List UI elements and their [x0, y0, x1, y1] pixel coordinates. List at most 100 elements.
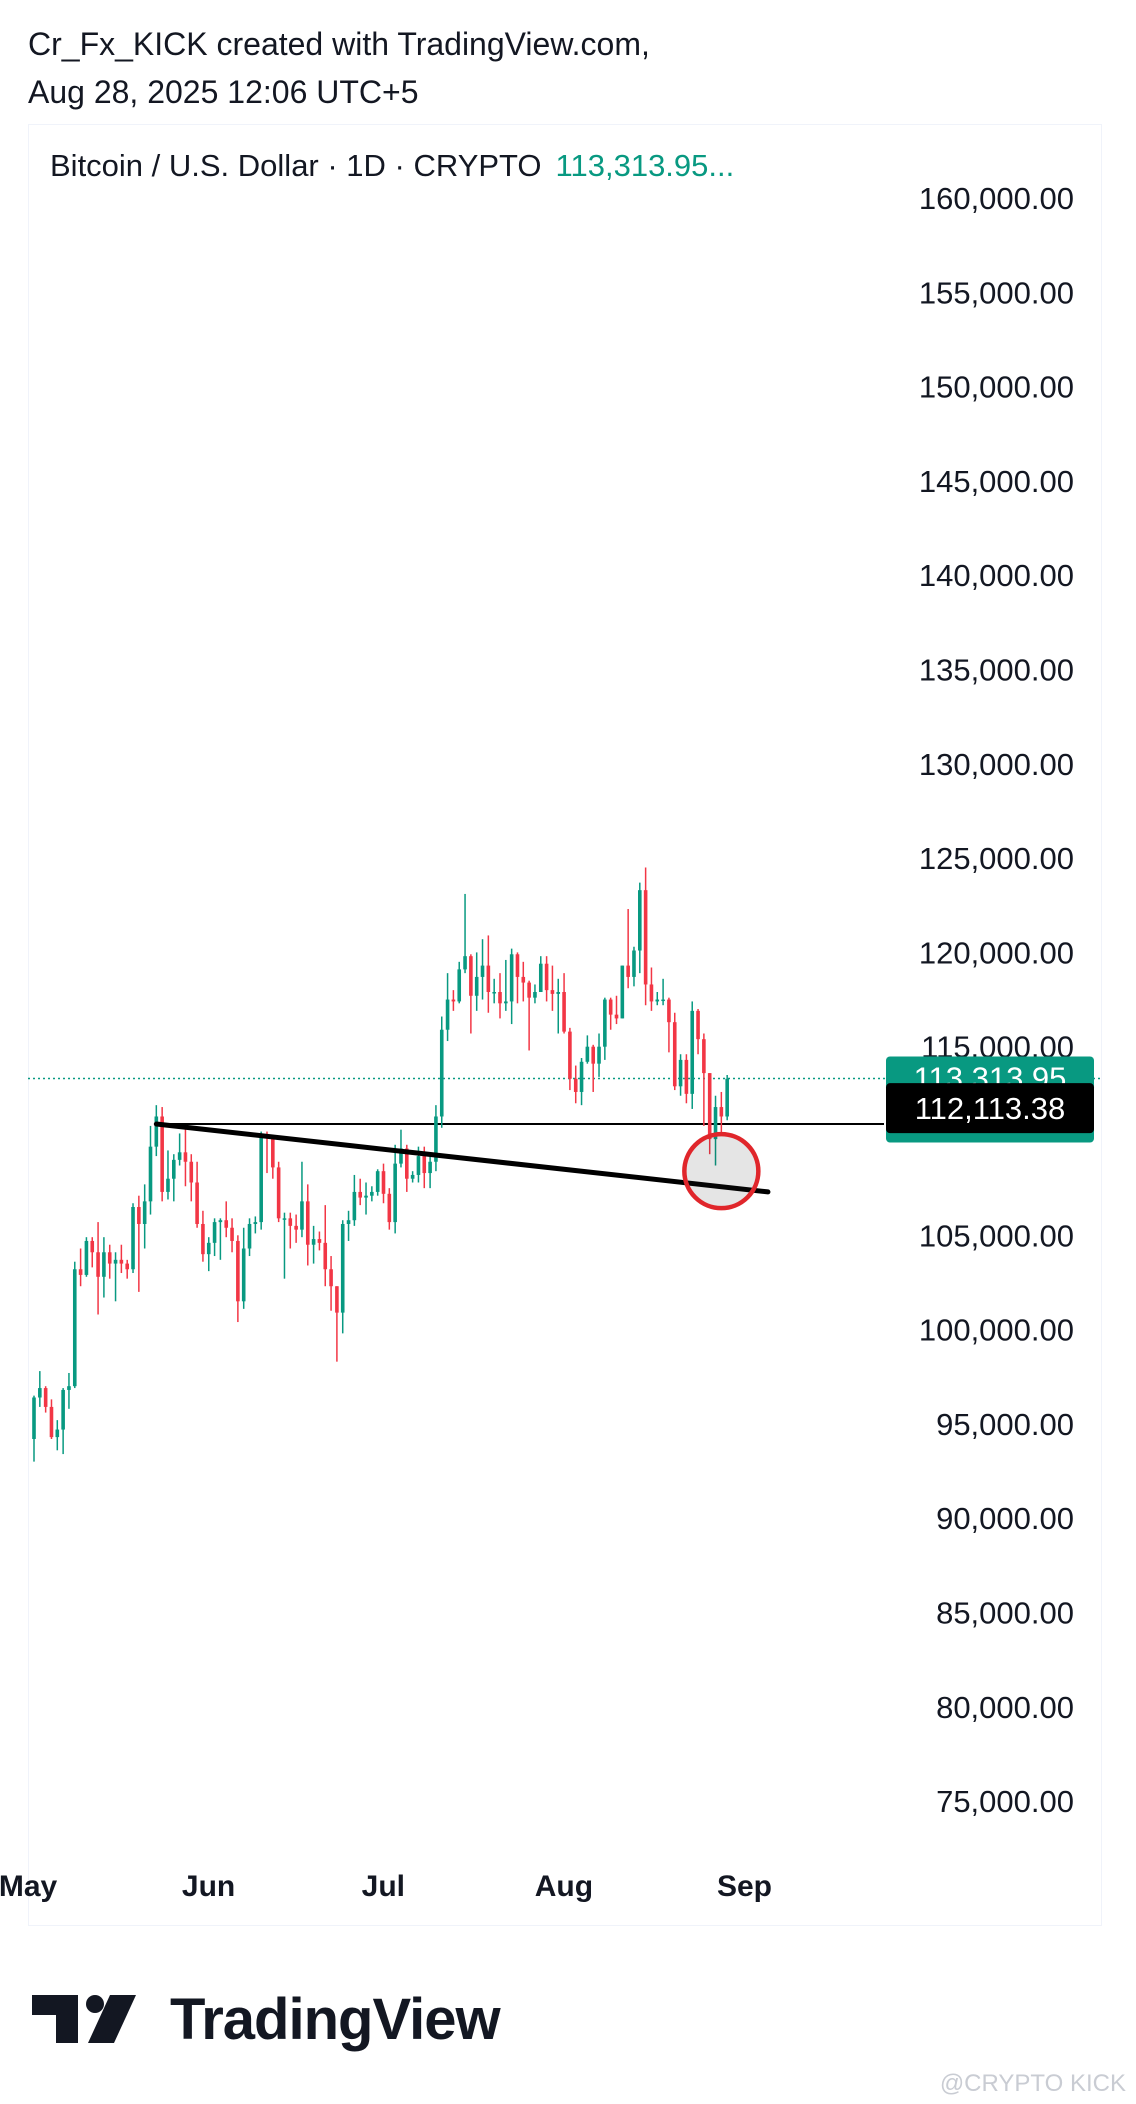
author-line: Cr_Fx_KICK created with TradingView.com,: [28, 26, 650, 62]
candle-body: [585, 1046, 590, 1062]
candle-body: [649, 984, 654, 1002]
candle-body: [573, 1078, 578, 1092]
candle-body: [597, 1046, 601, 1064]
candle-body: [32, 1397, 36, 1439]
candle-body: [317, 1239, 322, 1243]
symbol-title: Bitcoin / U.S. Dollar · 1D · CRYPTO: [50, 148, 542, 183]
candle-body: [620, 965, 625, 1019]
candle-body: [643, 890, 648, 985]
candle-body: [84, 1240, 89, 1275]
candle-body: [259, 1135, 263, 1223]
candle-body: [160, 1116, 164, 1192]
chart-frame: [28, 124, 1102, 1926]
candle-body: [568, 1031, 572, 1079]
candle-body: [527, 982, 531, 998]
overlays: [153, 1121, 771, 1211]
y-tick-label: 75,000.00: [936, 1784, 1074, 1819]
candle-body: [282, 1218, 287, 1220]
candle-body: [329, 1269, 333, 1287]
candle-body: [90, 1240, 95, 1253]
candle-body: [632, 950, 636, 977]
candle-body: [370, 1191, 374, 1196]
candle-body: [416, 1156, 421, 1175]
candlestick-chart[interactable]: 160,000.00 155,000.00 150,000.00 145,000.00…: [0, 0, 1136, 1960]
candle-body: [544, 963, 549, 991]
candle-body: [183, 1152, 188, 1162]
candle-body: [96, 1252, 100, 1277]
candle-body: [230, 1227, 234, 1241]
candle-body: [218, 1220, 223, 1223]
y-tick-label: 90,000.00: [936, 1501, 1074, 1536]
tradingview-logo-icon: [32, 1995, 136, 2043]
candle-body: [107, 1252, 112, 1264]
candle-body: [719, 1107, 724, 1117]
y-tick-label: 95,000.00: [936, 1407, 1074, 1442]
candle-body: [102, 1252, 106, 1277]
candle-body: [405, 1148, 409, 1179]
candle-body: [521, 976, 526, 983]
candle-body: [667, 999, 671, 1023]
candle-body: [253, 1222, 258, 1224]
candle-body: [480, 965, 485, 977]
candle-body: [166, 1178, 170, 1192]
y-tick-label: 80,000.00: [936, 1690, 1074, 1725]
candle-body: [603, 999, 607, 1047]
candle-body: [422, 1156, 427, 1174]
candle-body: [288, 1218, 293, 1226]
candle-body: [212, 1222, 217, 1243]
candle-body: [515, 954, 520, 977]
tradingview-logo[interactable]: TradingView: [32, 1984, 501, 2054]
candle-body: [556, 992, 561, 994]
candle-body: [375, 1171, 380, 1192]
candle-body: [154, 1116, 159, 1147]
candle-body: [78, 1269, 83, 1275]
candle-body: [498, 992, 502, 1004]
candle-body: [445, 999, 450, 1030]
y-tick-label: 160,000.00: [919, 181, 1074, 216]
candle-body: [469, 956, 473, 996]
highlight-circle: [682, 1131, 761, 1211]
watermark: @CRYPTO KICK: [939, 2070, 1126, 2097]
y-tick-label: 135,000.00: [919, 653, 1074, 688]
candle-body: [206, 1242, 211, 1255]
candle-body: [399, 1148, 403, 1164]
candles: [32, 867, 729, 1462]
candle-body: [486, 965, 491, 993]
legend-price: 113,313.95...: [555, 148, 735, 183]
candle-body: [224, 1220, 229, 1228]
candle-body: [579, 1061, 584, 1092]
candle-body: [177, 1152, 182, 1160]
candle-body: [148, 1146, 153, 1202]
candle-body: [276, 1167, 281, 1219]
y-tick-label: 85,000.00: [936, 1596, 1074, 1631]
candle-body: [340, 1223, 345, 1313]
candle-body: [533, 992, 537, 998]
candle-body: [364, 1195, 368, 1198]
chart-header: Cr_Fx_KICK created with TradingView.com,…: [28, 20, 650, 116]
candle-body: [538, 963, 543, 993]
candle-body: [684, 1059, 689, 1094]
candle-body: [562, 992, 566, 1032]
candle-body: [125, 1263, 129, 1270]
y-tick-label: 105,000.00: [919, 1218, 1074, 1253]
candle-body: [55, 1429, 60, 1438]
candle-body: [72, 1269, 77, 1387]
x-tick-label: May: [0, 1870, 57, 1903]
y-tick-label: 150,000.00: [919, 370, 1074, 405]
candle-body: [346, 1220, 351, 1224]
chart-legend: Bitcoin / U.S. Dollar · 1D · CRYPTO 113,3…: [50, 144, 734, 188]
candle-body: [323, 1242, 328, 1270]
x-tick-label: Jun: [182, 1870, 235, 1903]
brand-wordmark: TradingView: [170, 1986, 501, 2052]
candle-body: [241, 1248, 246, 1302]
candle-body: [428, 1161, 432, 1174]
y-tick-label: 140,000.00: [919, 558, 1074, 593]
candle-body: [49, 1406, 54, 1438]
price-labels: 113,313.9516:53:02112,113.38: [886, 1056, 1094, 1143]
candle-body: [550, 990, 555, 994]
candle-body: [247, 1223, 252, 1249]
candle-body: [137, 1207, 141, 1224]
candle-body: [655, 999, 660, 1002]
candle-body: [661, 999, 665, 1002]
candle-body: [434, 1116, 438, 1162]
